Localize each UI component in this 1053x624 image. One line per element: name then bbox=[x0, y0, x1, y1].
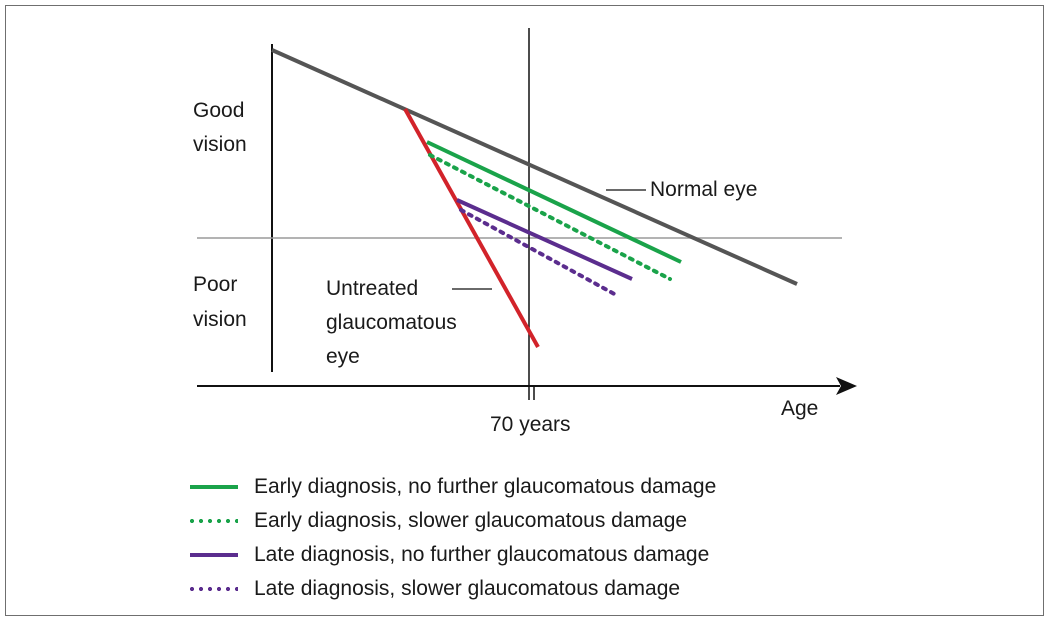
age-axis-label: Age bbox=[781, 397, 818, 420]
legend-dotted-swatch bbox=[190, 514, 238, 528]
legend-item: Late diagnosis, no further glaucomatous … bbox=[190, 538, 810, 572]
legend-item: Early diagnosis, no further glaucomatous… bbox=[190, 470, 810, 504]
poor-vision-label-line2: vision bbox=[193, 308, 247, 331]
good-vision-label-line1: Good bbox=[193, 99, 244, 122]
legend-item-label: Early diagnosis, slower glaucomatous dam… bbox=[254, 509, 688, 532]
normal-eye-line bbox=[271, 48, 798, 286]
late-no-further-damage-line bbox=[456, 198, 633, 281]
legend-item-label: Late diagnosis, slower glaucomatous dama… bbox=[254, 577, 681, 600]
untreated-eye-line bbox=[403, 108, 540, 348]
legend-dotted-swatch bbox=[190, 582, 238, 596]
untreated-label-line3: eye bbox=[326, 345, 360, 368]
untreated-label-line1: Untreated bbox=[326, 277, 418, 300]
normal-eye-label: Normal eye bbox=[650, 178, 757, 201]
poor-vision-label-line1: Poor bbox=[193, 273, 237, 296]
early-slower-damage-line bbox=[428, 153, 672, 281]
early-no-further-damage-line bbox=[426, 140, 682, 264]
legend-item-label: Late diagnosis, no further glaucomatous … bbox=[254, 543, 710, 566]
legend-item: Late diagnosis, slower glaucomatous dama… bbox=[190, 572, 810, 606]
late-slower-damage-line bbox=[459, 208, 620, 298]
legend-item: Early diagnosis, slower glaucomatous dam… bbox=[190, 504, 810, 538]
legend-item-label: Early diagnosis, no further glaucomatous… bbox=[254, 475, 717, 498]
good-vision-label-line2: vision bbox=[193, 133, 247, 156]
legend-solid-swatch bbox=[190, 480, 238, 494]
figure-frame bbox=[5, 5, 1044, 616]
legend-solid-swatch bbox=[190, 548, 238, 562]
legend: Early diagnosis, no further glaucomatous… bbox=[190, 470, 810, 606]
untreated-label-line2: glaucomatous bbox=[326, 311, 457, 334]
seventy-years-label: 70 years bbox=[490, 413, 571, 436]
age-axis-arrowhead bbox=[836, 377, 857, 395]
